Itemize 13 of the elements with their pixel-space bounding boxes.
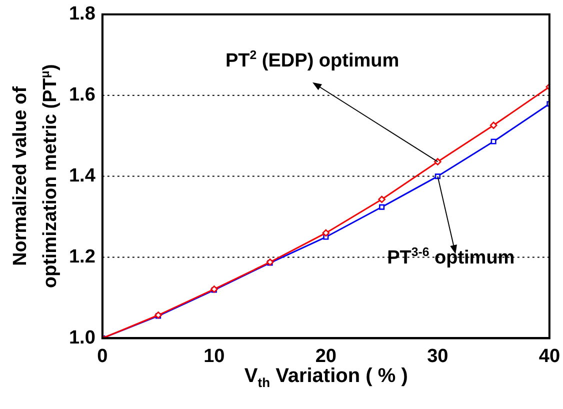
y-tick-label: 1.8: [68, 4, 96, 25]
y-tick-label: 1.4: [68, 166, 96, 187]
x-tick-label: 0: [97, 346, 108, 367]
y-tick-label: 1.6: [68, 84, 96, 106]
annotation: PT$^{2}$ (EDP) optimum: [226, 48, 400, 72]
annotation: PT$^{3-6}$ optimum: [387, 245, 515, 270]
x-tick-label: 20: [315, 346, 336, 367]
x-axis-title: V$_{th}$ Variation ( % ): [244, 365, 408, 390]
x-tick-label: 30: [427, 346, 448, 367]
x-tick-label: 40: [538, 346, 560, 367]
x-tick-label: 10: [204, 346, 225, 367]
y-tick-label: 1.2: [68, 246, 96, 268]
y-tick-label: 1.0: [68, 327, 96, 348]
